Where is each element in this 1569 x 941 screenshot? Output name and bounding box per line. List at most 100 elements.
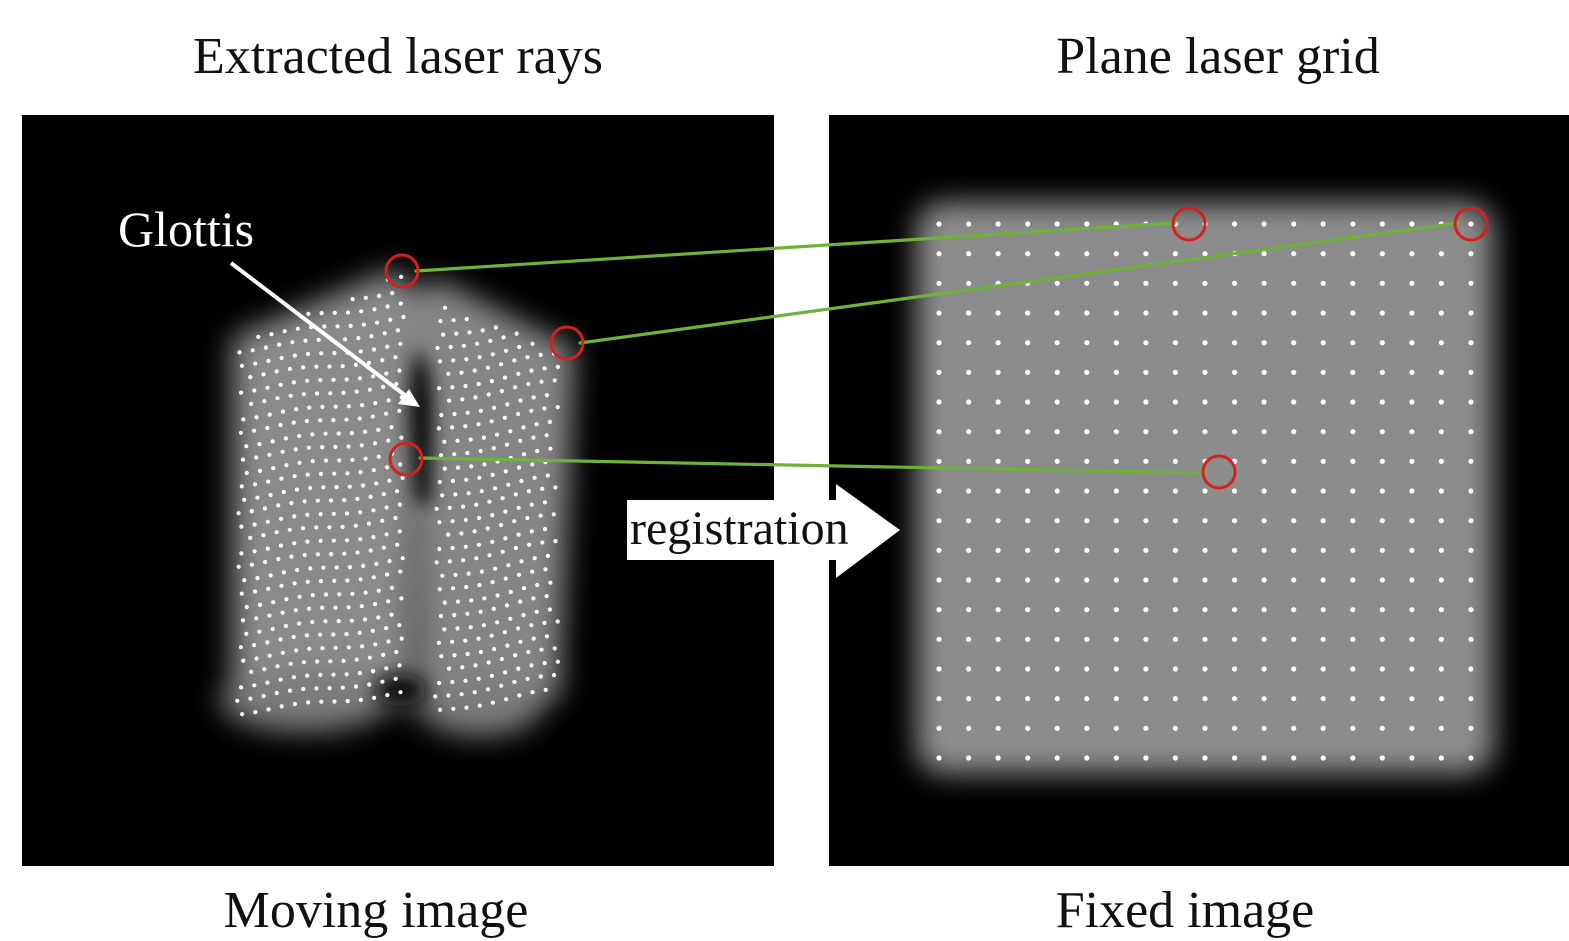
laser-dot [482,462,487,467]
laser-dot [936,458,942,464]
laser-dot [1025,518,1031,524]
fixed-laser-dots [936,221,1474,761]
correspondence-line [418,456,1207,475]
laser-dot [499,656,504,662]
laser-dot [323,619,328,624]
laser-dot [505,402,510,407]
laser-dot [465,651,470,657]
laser-dot [464,584,469,590]
laser-dot [540,486,545,491]
laser-dot [306,445,312,450]
laser-dot [1143,577,1149,583]
laser-dot [1025,577,1031,583]
laser-dot [1320,577,1326,583]
laser-dot [271,466,276,471]
laser-dot [1291,755,1297,761]
laser-dot [472,690,477,695]
laser-dot [555,659,561,664]
laser-dot [447,559,452,564]
laser-dot [386,639,391,644]
laser-dot [548,446,553,451]
laser-dot [516,532,521,537]
laser-dot [305,378,310,383]
laser-dot [447,398,452,403]
laser-dot [353,684,359,689]
laser-dot [327,364,332,369]
laser-dot [1202,369,1208,375]
laser-dot [442,439,447,444]
laser-dot [460,665,465,670]
laser-dot [1291,280,1297,286]
laser-dot [1320,340,1326,346]
glottis-pointer-head [398,389,420,407]
laser-dot [328,391,333,396]
laser-dot [1084,636,1090,642]
laser-dot [380,358,385,363]
laser-dot [480,328,485,333]
laser-dot [297,594,302,599]
laser-dot [332,351,337,356]
laser-dot [1025,429,1031,435]
laser-dot [278,422,283,428]
laser-dot [398,301,403,306]
laser-dot [319,311,324,316]
laser-dot [1232,725,1238,731]
laser-dot [261,533,266,538]
laser-dot [1054,340,1060,346]
laser-dot [1468,725,1474,731]
laser-dot [495,620,500,625]
laser-dot [1202,518,1208,524]
laser-dot [385,693,390,698]
laser-dot [295,567,300,573]
laser-dot [323,431,328,436]
laser-dot [473,395,478,400]
laser-dot [257,629,262,634]
moving-panel-caption: Moving image [223,882,529,939]
laser-dot [453,492,458,497]
laser-dot [542,527,548,532]
laser-dot [1054,518,1060,524]
laser-dot [463,383,468,389]
laser-dot [1438,251,1444,257]
laser-dot [1054,577,1060,583]
laser-dot [438,613,444,619]
laser-dot [513,385,518,390]
laser-dot [1054,666,1060,672]
laser-dot [1468,518,1474,524]
laser-dot [995,369,1001,375]
laser-dot [488,338,493,343]
laser-dot [282,329,287,334]
laser-dot [1320,280,1326,286]
laser-dot [1468,696,1474,702]
laser-dot [361,563,366,569]
laser-dot [331,538,336,543]
laser-dot [253,710,258,715]
laser-dot [1113,725,1119,731]
laser-dot [389,612,394,617]
laser-dot [519,478,524,484]
laser-dot [450,519,455,524]
laser-dot [263,559,268,565]
laser-dot [505,643,510,648]
laser-dot [547,419,553,424]
laser-dot [360,483,366,488]
laser-dot [1350,399,1356,405]
laser-dot [1438,280,1444,286]
laser-dot [1261,636,1267,642]
laser-dot [315,552,320,557]
laser-dot [1143,696,1149,702]
laser-dot [936,310,942,316]
laser-dot [966,221,972,227]
laser-dot [936,577,942,583]
laser-dot [1291,518,1297,524]
laser-dot [543,687,548,693]
laser-dot [1143,429,1149,435]
laser-dot [995,488,1001,494]
laser-dot [437,359,443,364]
laser-dot [1025,458,1031,464]
laser-dot [1232,369,1238,375]
laser-dot [555,364,561,369]
fixed-image-panel [829,115,1569,866]
laser-dot [551,512,556,517]
laser-dot [292,514,297,519]
